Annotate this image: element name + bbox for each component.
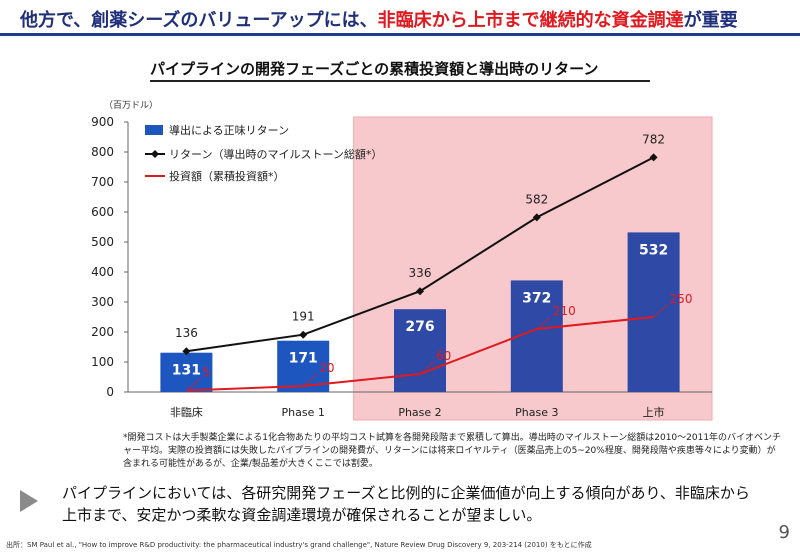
page-number: 9 (778, 522, 790, 543)
data-label-investment: 5 (202, 366, 210, 380)
y-axis-unit: （百万ドル） (104, 101, 159, 111)
bar (394, 309, 446, 392)
x-tick-label: 非臨床 (170, 405, 203, 419)
point-return (182, 347, 191, 356)
y-tick-label: 800 (91, 145, 114, 159)
data-label-investment: 210 (553, 304, 576, 318)
data-label-leader-investment (302, 373, 318, 387)
legend-label-return: リターン（導出時のマイルストーン総額*） (169, 147, 382, 161)
data-label-return: 191 (292, 310, 315, 324)
conclusion-text: パイプラインにおいては、各研究開発フェーズと比例的に企業価値が向上する傾向があり… (62, 484, 750, 524)
bar-value-label: 276 (405, 319, 434, 335)
data-label-investment: 60 (436, 349, 451, 363)
point-return (299, 330, 308, 339)
y-tick-label: 400 (91, 265, 114, 279)
headline-highlight: 非臨床から上市まで継続的な資金調達 (377, 10, 684, 31)
y-tick-label: 300 (91, 295, 114, 309)
bar-value-label: 372 (522, 290, 551, 306)
page-headline: 他方で、創薬シーズのバリューアップには、非臨床から上市まで継続的な資金調達が重要 (20, 6, 790, 32)
y-tick-label: 500 (91, 235, 114, 249)
source-citation: 出所：SM Paul et al., "How to improve R&D p… (6, 541, 592, 549)
data-label-return: 336 (409, 266, 432, 280)
y-tick-label: 200 (91, 325, 114, 339)
y-tick-label: 700 (91, 175, 114, 189)
point-return (416, 287, 424, 296)
data-label-return: 782 (642, 132, 665, 146)
x-tick-label: Phase 2 (398, 406, 441, 419)
bar (627, 232, 680, 392)
chart-title-underline (150, 80, 650, 82)
data-label-investment: 20 (319, 361, 334, 375)
x-tick-label: Phase 1 (282, 406, 325, 419)
y-tick-label: 0 (106, 385, 114, 399)
data-label-leader-investment (186, 378, 201, 391)
legend-swatch-net-return (145, 125, 163, 135)
point-return (649, 153, 658, 162)
bar-value-label: 171 (289, 351, 318, 367)
legend-marker-return (151, 150, 159, 158)
chart-title: パイプラインの開発フェーズごとの累積投資額と導出時のリターン (150, 60, 599, 78)
x-tick-label: Phase 3 (515, 406, 558, 419)
chart-footnote: *開発コストは大手製薬企業による1化合物あたりの平均コスト試算を各開発段階まで累… (123, 433, 782, 469)
data-label-investment: 250 (670, 292, 693, 306)
y-tick-label: 900 (91, 115, 114, 129)
y-tick-label: 100 (91, 355, 114, 369)
x-tick-label: 上市 (643, 405, 665, 419)
headline-rule (0, 33, 800, 36)
legend-label-net-return: 導出による正味リターン (169, 123, 289, 137)
data-label-leader-investment (653, 304, 668, 318)
bar-value-label: 131 (172, 363, 201, 379)
point-return (532, 213, 541, 222)
data-label-leader-investment (536, 316, 552, 330)
play-arrow-icon (20, 490, 38, 512)
data-label-return: 582 (525, 192, 548, 206)
data-label-return: 136 (175, 326, 198, 340)
legend-label-investment: 投資額（累積投資額*） (169, 169, 285, 183)
headline-part1: 他方で、創薬シーズのバリューアップには、 (20, 10, 378, 31)
y-tick-label: 600 (91, 205, 114, 219)
data-label-leader-investment (419, 361, 435, 375)
bar-value-label: 532 (639, 242, 668, 258)
headline-part2: が重要 (683, 10, 738, 31)
bar (160, 352, 213, 392)
